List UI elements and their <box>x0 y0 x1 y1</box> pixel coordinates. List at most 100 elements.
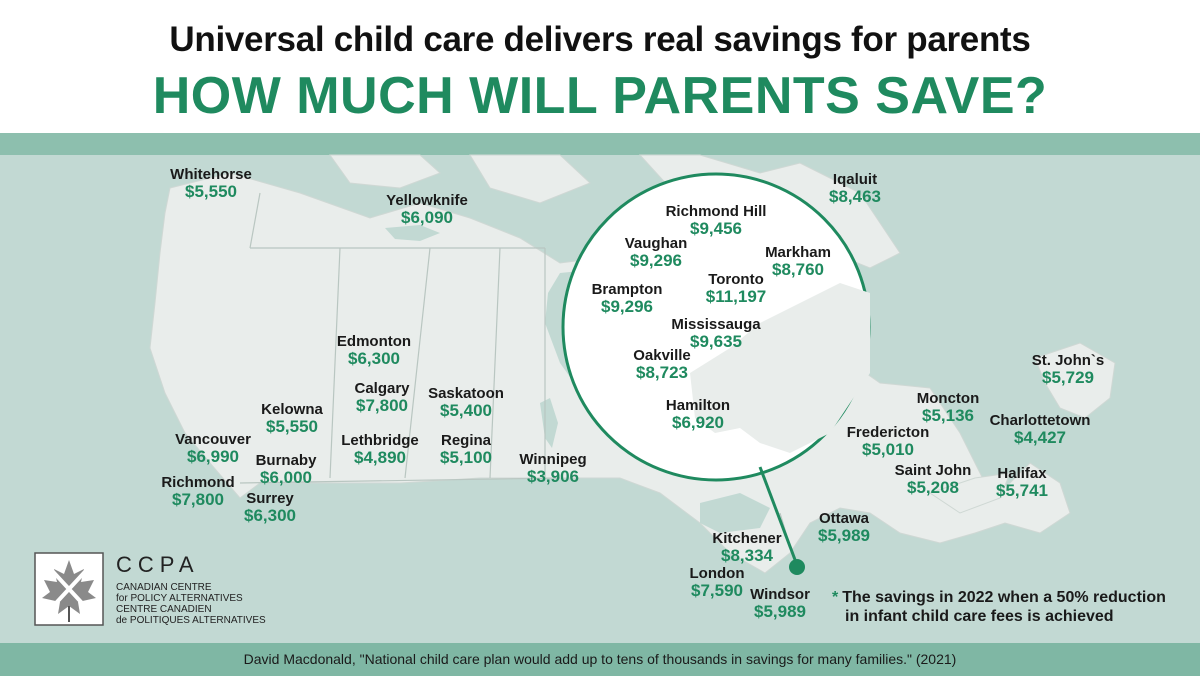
city-name: Richmond <box>161 474 235 491</box>
logo-line-2: for POLICY ALTERNATIVES <box>116 593 243 604</box>
inset-city-richmond-hill: Richmond Hill $9,456 <box>660 204 772 238</box>
city-burnaby: Burnaby $6,000 <box>246 453 326 487</box>
inset-city-vaughan: Vaughan $9,296 <box>616 236 696 270</box>
city-value: $9,456 <box>690 218 742 238</box>
map-svg <box>0 133 1200 575</box>
logo-line-1: CANADIAN CENTRE <box>116 582 212 593</box>
city-value: $5,729 <box>1042 367 1094 387</box>
great-slave-lake <box>385 225 440 241</box>
city-value: $4,427 <box>1014 427 1066 447</box>
city-value: $11,197 <box>705 286 767 306</box>
city-winnipeg: Winnipeg $3,906 <box>512 452 594 486</box>
page-subtitle: HOW MUCH WILL PARENTS SAVE? <box>152 67 1048 125</box>
city-name: Regina <box>440 432 491 449</box>
us-border <box>239 477 561 484</box>
city-name: Windsor <box>750 586 810 603</box>
city-name: Saint John <box>894 462 972 479</box>
city-value: $6,300 <box>244 505 296 525</box>
city-richmond: Richmond $7,800 <box>156 475 240 509</box>
inset-pointer-dot <box>789 559 805 575</box>
city-saskatoon: Saskatoon $5,400 <box>425 386 507 420</box>
city-value: $8,723 <box>636 362 688 382</box>
city-value: $5,550 <box>266 416 318 436</box>
city-value: $7,590 <box>691 580 743 600</box>
city-value: $5,741 <box>996 480 1048 500</box>
city-name: Saskatoon <box>428 385 504 402</box>
city-lethbridge: Lethbridge $4,890 <box>335 433 425 467</box>
city-iqaluit: Iqaluit $8,463 <box>815 172 895 206</box>
city-name: Whitehorse <box>170 166 252 183</box>
canada-map: Whitehorse $5,550 Yellowknife $6,090 Iqa… <box>0 133 1200 643</box>
city-value: $3,906 <box>527 466 579 486</box>
inset-city-mississauga: Mississauga $9,635 <box>666 317 766 351</box>
city-name: Lethbridge <box>341 432 419 449</box>
maple-leaf-icon <box>34 552 104 626</box>
city-name: Oakville <box>633 347 691 364</box>
city-name: Fredericton <box>846 424 930 441</box>
city-value: $5,208 <box>907 477 959 497</box>
source-citation: David Macdonald, "National child care pl… <box>243 651 957 667</box>
city-calgary: Calgary $7,800 <box>342 381 422 415</box>
city-surrey: Surrey $6,300 <box>232 491 308 525</box>
city-value: $5,400 <box>440 400 492 420</box>
city-charlottetown: Charlottetown $4,427 <box>980 413 1100 447</box>
city-saint-john: Saint John $5,208 <box>888 463 978 497</box>
nova-scotia-land <box>928 472 1011 514</box>
city-edmonton: Edmonton $6,300 <box>330 334 418 368</box>
footnote: * The savings in 2022 when a 50% reductio… <box>832 588 1192 626</box>
inset-city-hamilton: Hamilton $6,920 <box>658 398 738 432</box>
logo-line-3: CENTRE CANADIEN <box>116 604 212 615</box>
city-value: $9,296 <box>630 250 682 270</box>
city-vancouver: Vancouver $6,990 <box>170 432 256 466</box>
city-name: Moncton <box>916 390 980 407</box>
arctic-island <box>329 154 441 189</box>
city-yellowknife: Yellowknife $6,090 <box>382 193 472 227</box>
inset-city-oakville: Oakville $8,723 <box>622 348 702 382</box>
newfoundland-land <box>1034 342 1116 419</box>
page-title: Universal child care delivers real savin… <box>169 20 1031 59</box>
city-name: Winnipeg <box>519 451 587 468</box>
source-footer: David Macdonald, "National child care pl… <box>0 643 1200 676</box>
city-name: Vaughan <box>624 235 688 252</box>
footnote-line-2: in infant child care fees is achieved <box>845 608 1114 626</box>
city-name: Yellowknife <box>386 192 468 209</box>
city-name: Burnaby <box>255 452 317 469</box>
city-name: Richmond Hill <box>665 203 767 220</box>
arctic-island-2 <box>469 154 591 204</box>
city-value: $5,010 <box>862 439 914 459</box>
city-name: Mississauga <box>671 316 761 333</box>
inset-city-markham: Markham $8,760 <box>758 245 838 279</box>
city-value: $4,890 <box>354 447 406 467</box>
city-value: $7,800 <box>172 489 224 509</box>
city-name: Halifax <box>997 465 1047 482</box>
city-name: Edmonton <box>336 333 412 350</box>
city-value: $9,296 <box>601 296 653 316</box>
city-name: Iqaluit <box>832 171 878 188</box>
city-value: $7,800 <box>356 395 408 415</box>
city-name: St. John`s <box>1031 352 1105 369</box>
logo-abbreviation: CCPA <box>116 552 200 577</box>
city-regina: Regina $5,100 <box>430 433 502 467</box>
great-lakes <box>700 493 770 533</box>
city-name: Toronto <box>708 271 764 288</box>
footnote-asterisk: * <box>832 589 839 606</box>
city-value: $6,990 <box>187 446 239 466</box>
inset-pointer-line <box>758 466 799 566</box>
city-value: $6,000 <box>260 467 312 487</box>
city-name: London <box>689 565 745 582</box>
city-value: $5,989 <box>818 525 870 545</box>
city-fredericton: Fredericton $5,010 <box>840 425 936 459</box>
city-value: $5,550 <box>185 181 237 201</box>
city-name: Calgary <box>354 380 410 397</box>
city-value: $5,989 <box>754 601 806 621</box>
city-value: $5,136 <box>922 405 974 425</box>
city-value: $8,334 <box>721 545 773 565</box>
city-whitehorse: Whitehorse $5,550 <box>168 167 254 201</box>
inset-city-toronto: Toronto $11,197 <box>696 272 776 306</box>
city-value: $5,100 <box>440 447 492 467</box>
city-london: London $7,590 <box>680 566 754 600</box>
city-value: $8,760 <box>772 259 824 279</box>
city-halifax: Halifax $5,741 <box>984 466 1060 500</box>
lake-ontario-inset <box>690 283 870 453</box>
city-name: Kitchener <box>712 530 782 547</box>
